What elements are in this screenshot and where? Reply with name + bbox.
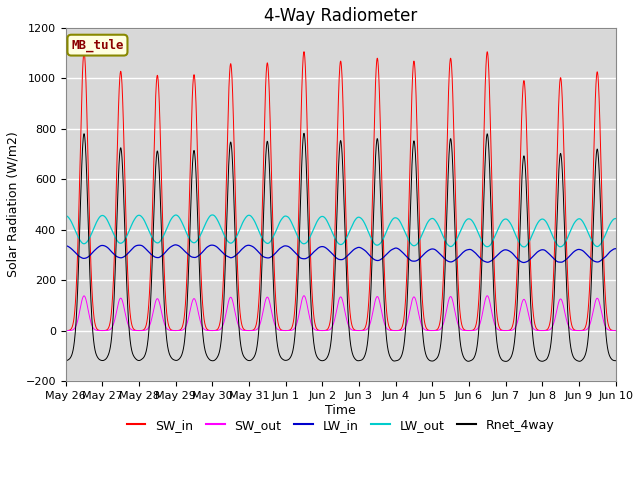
Rnet_4way xyxy=(611,358,619,363)
SW_out xyxy=(612,328,620,334)
LW_in xyxy=(520,260,527,265)
Title: 4-Way Radiometer: 4-Way Radiometer xyxy=(264,7,417,25)
SW_in xyxy=(320,328,328,334)
Rnet_4way xyxy=(300,131,308,136)
SW_out xyxy=(62,328,70,334)
Rnet_4way xyxy=(62,358,70,363)
LW_out xyxy=(611,216,619,221)
LW_out xyxy=(320,214,328,220)
LW_in xyxy=(612,246,620,252)
LW_out xyxy=(161,231,168,237)
LW_out xyxy=(62,213,70,218)
Text: MB_tule: MB_tule xyxy=(71,38,124,52)
SW_out xyxy=(495,327,503,333)
LW_out xyxy=(520,244,528,250)
Rnet_4way xyxy=(320,358,328,363)
SW_in xyxy=(62,328,70,334)
LW_out xyxy=(495,224,503,230)
Line: LW_in: LW_in xyxy=(66,245,616,263)
SW_out xyxy=(611,328,619,334)
Rnet_4way xyxy=(161,307,168,312)
Rnet_4way xyxy=(464,359,472,364)
LW_in xyxy=(62,243,70,249)
LW_in xyxy=(172,242,179,248)
Y-axis label: Solar Radiation (W/m2): Solar Radiation (W/m2) xyxy=(7,132,20,277)
SW_out xyxy=(434,327,442,333)
LW_out xyxy=(464,216,472,222)
LW_out xyxy=(209,212,216,218)
SW_in xyxy=(434,326,442,332)
LW_in xyxy=(611,246,619,252)
Line: LW_out: LW_out xyxy=(66,215,616,247)
Rnet_4way xyxy=(502,359,509,364)
SW_out xyxy=(320,328,328,334)
SW_out xyxy=(300,293,308,299)
SW_in xyxy=(611,328,619,334)
SW_in xyxy=(612,328,620,334)
LW_in xyxy=(320,244,328,250)
Rnet_4way xyxy=(434,355,442,360)
SW_in xyxy=(161,275,168,280)
SW_in xyxy=(464,328,472,334)
LW_in xyxy=(161,251,168,256)
Rnet_4way xyxy=(495,351,503,357)
LW_in xyxy=(495,251,503,256)
SW_in xyxy=(300,49,308,55)
Line: Rnet_4way: Rnet_4way xyxy=(66,133,616,361)
Line: SW_out: SW_out xyxy=(66,296,616,331)
Legend: SW_in, SW_out, LW_in, LW_out, Rnet_4way: SW_in, SW_out, LW_in, LW_out, Rnet_4way xyxy=(122,414,560,437)
SW_in xyxy=(495,324,503,330)
X-axis label: Time: Time xyxy=(325,404,356,417)
SW_out xyxy=(161,321,168,327)
Line: SW_in: SW_in xyxy=(66,52,616,331)
Rnet_4way xyxy=(612,358,620,363)
LW_in xyxy=(434,249,442,254)
LW_out xyxy=(612,216,620,221)
SW_out xyxy=(464,328,472,334)
LW_in xyxy=(464,247,472,252)
LW_out xyxy=(434,221,442,227)
